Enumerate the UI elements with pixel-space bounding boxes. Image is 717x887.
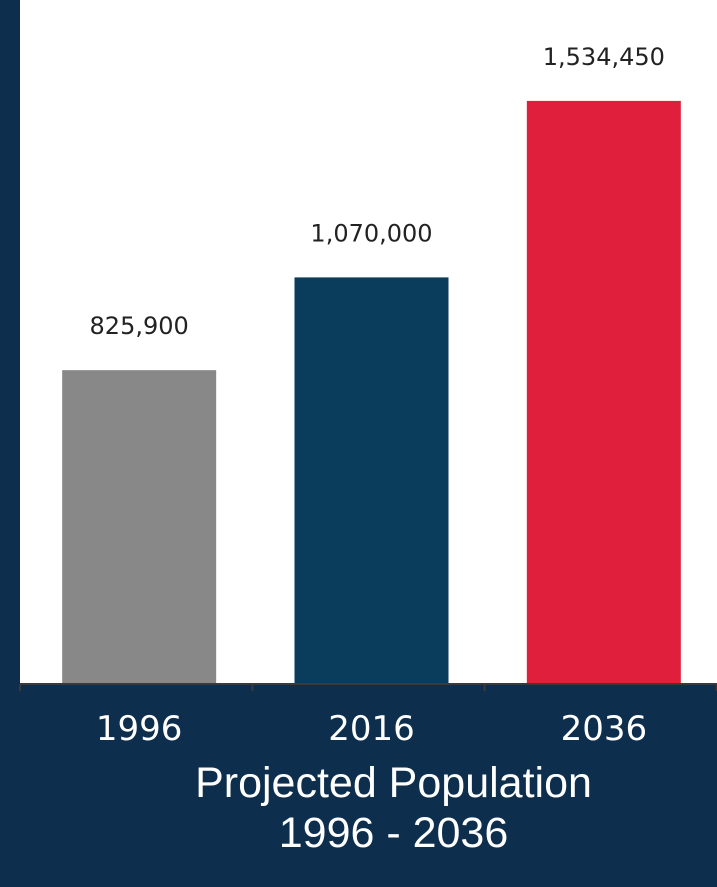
data-label-1996: 825,900 [90,312,189,340]
x-tick-label-2016: 2016 [328,709,415,749]
x-tick-label-1996: 1996 [96,709,183,749]
x-tick-label-2036: 2036 [561,709,648,749]
bar-1996 [62,370,217,684]
x-axis: 1996 2016 2036 [19,683,717,749]
chart-caption: Projected Population 1996 - 2036 [0,758,717,858]
bar-2036 [526,100,681,684]
chart-subtitle: 1996 - 2036 [278,809,509,857]
data-label-2036: 1,534,450 [543,43,665,71]
bar-2016 [294,277,449,684]
bar-chart: 825,900 1,070,000 1,534,450 1996 2016 2036 [19,43,717,749]
chart-title: Projected Population [195,759,592,807]
bars-layer: 825,900 1,070,000 1,534,450 [62,43,681,684]
data-label-2016: 1,070,000 [310,219,432,247]
